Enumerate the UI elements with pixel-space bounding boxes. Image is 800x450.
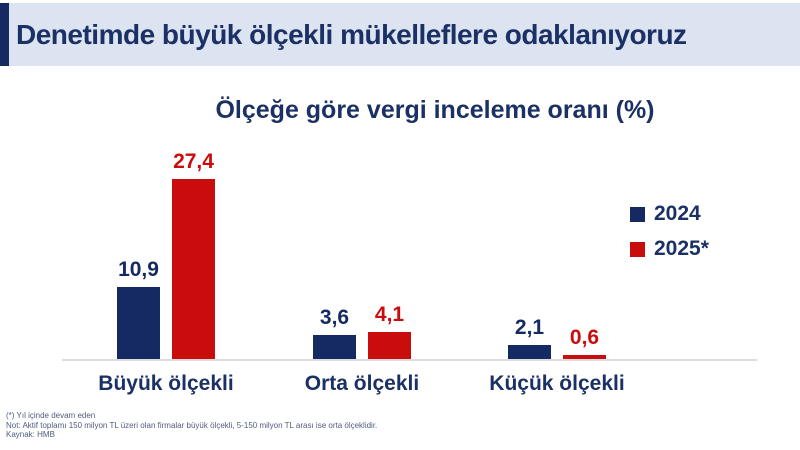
bar-2024-2 [508,345,551,359]
title-banner: Denetimde büyük ölçekli mükelleflere oda… [0,3,800,66]
footnote-source: Kaynak: HMB [6,430,55,439]
category-label-0: Büyük ölçekli [98,372,234,395]
bar-value-label-2025*-0: 27,4 [173,150,214,173]
bar-stack-2024-0: 10,9 [117,258,160,359]
legend: 2024 2025* [630,202,709,261]
banner-accent-strip [0,3,9,66]
bar-stack-2025*-1: 4,1 [368,303,411,359]
category-label-2: Küçük ölçekli [489,372,625,395]
bar-value-label-2025*-1: 4,1 [374,303,405,326]
category-label-1: Orta ölçekli [304,372,420,395]
bar-group-2: 2,1 0,6 [477,316,637,359]
footnote-asterisk: (*) Yıl içinde devam eden [6,411,96,420]
bar-value-label-2024-2: 2,1 [514,316,545,339]
legend-swatch-icon [630,206,645,222]
bar-stack-2024-1: 3,6 [313,306,356,359]
bar-value-label-2024-1: 3,6 [319,306,350,329]
bar-stack-2024-2: 2,1 [508,316,551,359]
bar-value-label-2024-0: 10,9 [118,258,159,281]
legend-swatch-icon [630,241,645,257]
footnotes: (*) Yıl içinde devam eden Not: Aktif top… [6,411,377,440]
legend-label: 2024 [654,202,701,225]
bar-2024-0 [117,287,160,359]
legend-item-2025*: 2025* [630,237,709,261]
bar-stack-2025*-0: 27,4 [172,150,215,359]
bar-2024-1 [313,335,356,359]
bar-stack-2025*-2: 0,6 [563,326,606,359]
footnote-note: Not: Aktif toplamı 150 milyon TL üzeri o… [6,420,378,430]
chart-title: Ölçeğe göre vergi inceleme oranı (%) [215,96,655,124]
legend-item-2024: 2024 [630,202,709,226]
bar-2025*-2 [563,355,606,359]
bar-group-1: 3,6 4,1 [282,303,442,359]
bar-2025*-0 [172,179,215,359]
bar-2025*-1 [368,332,411,359]
bar-group-0: 10,9 27,4 [86,150,246,359]
x-axis-line [62,359,757,361]
bar-value-label-2025*-2: 0,6 [569,326,600,349]
slide-title: Denetimde büyük ölçekli mükelleflere oda… [16,18,687,50]
legend-label: 2025* [654,237,709,260]
